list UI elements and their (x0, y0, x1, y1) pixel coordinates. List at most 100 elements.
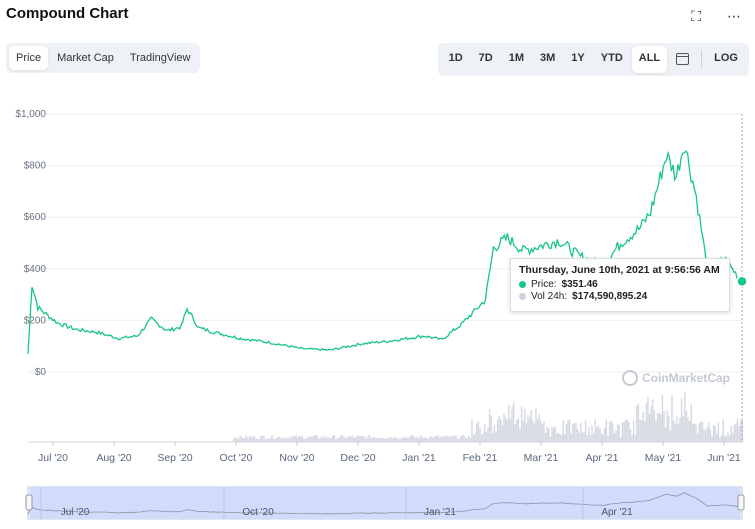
volume-bar (711, 435, 713, 442)
volume-bar (360, 436, 363, 442)
volume-bar (272, 438, 275, 442)
volume-bar (554, 426, 556, 442)
volume-bar (397, 438, 400, 442)
volume-bar (333, 435, 336, 442)
range-ytd[interactable]: YTD (600, 52, 623, 64)
volume-bar (330, 437, 332, 442)
volume-bar (736, 418, 739, 442)
volume-bar (392, 438, 395, 442)
volume-bar (436, 436, 438, 442)
volume-bar (514, 424, 516, 442)
volume-bar (628, 422, 630, 442)
expand-icon[interactable]: ⛶ (691, 8, 701, 24)
volume-bar (368, 435, 371, 442)
volume-bar (260, 436, 262, 442)
volume-bar (253, 435, 256, 442)
volume-bar (396, 438, 398, 442)
volume-bar (252, 437, 254, 442)
log-toggle[interactable]: LOG (714, 52, 738, 64)
volume-bar (543, 421, 545, 442)
volume-bar (517, 418, 520, 442)
range-1m[interactable]: 1M (508, 52, 525, 64)
volume-bar (708, 422, 710, 442)
volume-bar (644, 421, 646, 442)
volume-bar (367, 435, 369, 442)
range-1y[interactable]: 1Y (571, 52, 585, 64)
volume-bar (296, 437, 299, 442)
volume-bar (584, 420, 587, 442)
volume-bar (256, 438, 259, 442)
navigator-tick-label: Oct '20 (242, 507, 274, 518)
range-7d[interactable]: 7D (478, 52, 493, 64)
volume-bar (293, 436, 296, 442)
volume-bar (522, 420, 524, 442)
volume-bar (725, 436, 728, 442)
volume-bar (700, 421, 702, 442)
volume-bar (698, 423, 700, 442)
chart-title: Compound Chart (6, 5, 129, 22)
volume-bar (413, 437, 416, 442)
range-1d[interactable]: 1D (448, 52, 463, 64)
tab-market-cap[interactable]: Market Cap (57, 52, 114, 64)
volume-bar (317, 438, 320, 442)
volume-bar (240, 436, 243, 442)
volume-bar (453, 436, 456, 442)
volume-bar (535, 408, 537, 442)
volume-bar (460, 436, 462, 442)
volume-bar (724, 435, 726, 442)
volume-bar (653, 410, 656, 442)
volume-bar (546, 426, 548, 442)
volume-bar (429, 436, 432, 442)
volume-bar (391, 437, 393, 442)
volume-bar (688, 420, 691, 442)
volume-bar (597, 424, 600, 442)
x-tick-label: Apr '21 (586, 452, 619, 464)
volume-bar (685, 411, 688, 442)
volume-bar (592, 433, 595, 442)
volume-bar (591, 425, 593, 442)
range-all[interactable]: ALL (631, 46, 668, 73)
volume-bar (500, 419, 502, 442)
volume-bar (376, 438, 379, 442)
volume-bar (676, 416, 678, 442)
volume-bar (424, 437, 427, 442)
volume-bar (556, 433, 558, 442)
volume-bar (738, 426, 740, 442)
volume-bar (469, 437, 472, 442)
volume-bar (567, 420, 569, 442)
chart-tooltip: Thursday, June 10th, 2021 at 9:56:56 AM … (510, 258, 730, 312)
volume-bar (264, 439, 267, 442)
volume-bar (276, 438, 278, 442)
volume-bar (632, 420, 635, 442)
volume-bar (404, 437, 406, 442)
volume-bar (255, 438, 257, 442)
tab-price[interactable]: Price (9, 46, 49, 70)
volume-bar (576, 429, 579, 442)
tab-tradingview[interactable]: TradingView (129, 52, 191, 64)
calendar-button[interactable] (669, 46, 696, 73)
volume-bar (327, 437, 329, 442)
volume-bar (471, 419, 473, 442)
range-3m[interactable]: 3M (540, 52, 556, 64)
x-tick-label: Feb '21 (463, 452, 498, 464)
volume-bar (439, 437, 441, 442)
x-tick-label: Oct '20 (220, 452, 253, 464)
volume-bar (719, 437, 721, 442)
volume-bar (420, 435, 422, 442)
volume-bar (583, 432, 585, 442)
navigator-handle-left (25, 494, 33, 511)
volume-bar (528, 417, 531, 442)
volume-bar (426, 438, 428, 442)
more-icon[interactable]: ⋯ (727, 8, 741, 24)
volume-bar (589, 435, 592, 442)
volume-bar (279, 436, 281, 442)
volume-bar (423, 438, 425, 442)
volume-bar (456, 439, 459, 442)
volume-bar (682, 416, 684, 442)
volume-bar (319, 438, 321, 442)
volume-bar (709, 429, 712, 442)
volume-bar (450, 435, 452, 442)
volume-bar (277, 436, 280, 442)
volume-bar (684, 391, 686, 442)
volume-bar (626, 419, 628, 442)
